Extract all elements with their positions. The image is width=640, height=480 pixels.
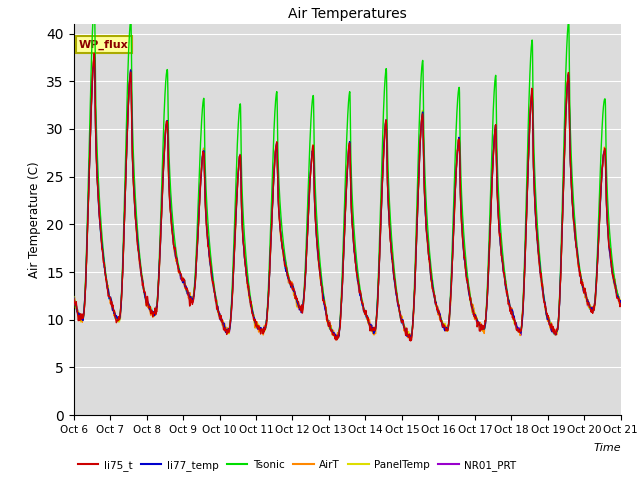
Title: Air Temperatures: Air Temperatures — [288, 8, 406, 22]
Y-axis label: Air Temperature (C): Air Temperature (C) — [28, 161, 41, 278]
Text: Time: Time — [593, 443, 621, 453]
Text: WP_flux: WP_flux — [79, 40, 129, 50]
